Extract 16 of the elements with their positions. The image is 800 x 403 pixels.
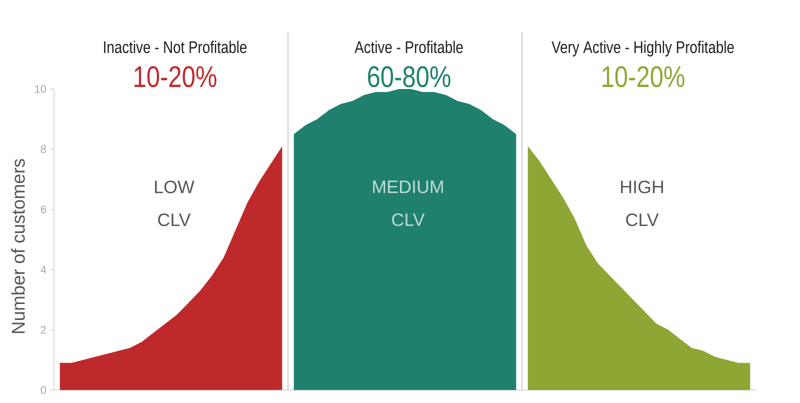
text: HIGH CLV (621, 180, 663, 226)
text: 10-20% (134, 66, 216, 88)
text: 10-20% (602, 66, 684, 88)
text: Active - Profitable (354, 40, 463, 54)
text: LOW CLV (155, 180, 194, 226)
y-tick-label: 2 (40, 326, 46, 334)
text: Inactive - Not Profitable (104, 40, 247, 54)
y-tick-label: 0 (40, 386, 46, 394)
series-label: MEDIUM CLV (373, 180, 443, 226)
y-axis-title: Number of customers (11, 159, 25, 333)
text: Very Active - Highly Profitable (552, 40, 734, 57)
y-tick-label: 10 (35, 85, 46, 93)
y-tick-label: 6 (40, 206, 46, 214)
y-tick-label: 8 (40, 145, 46, 154)
y-tick-label: 4 (40, 266, 46, 274)
text: 60-80% (368, 66, 450, 88)
